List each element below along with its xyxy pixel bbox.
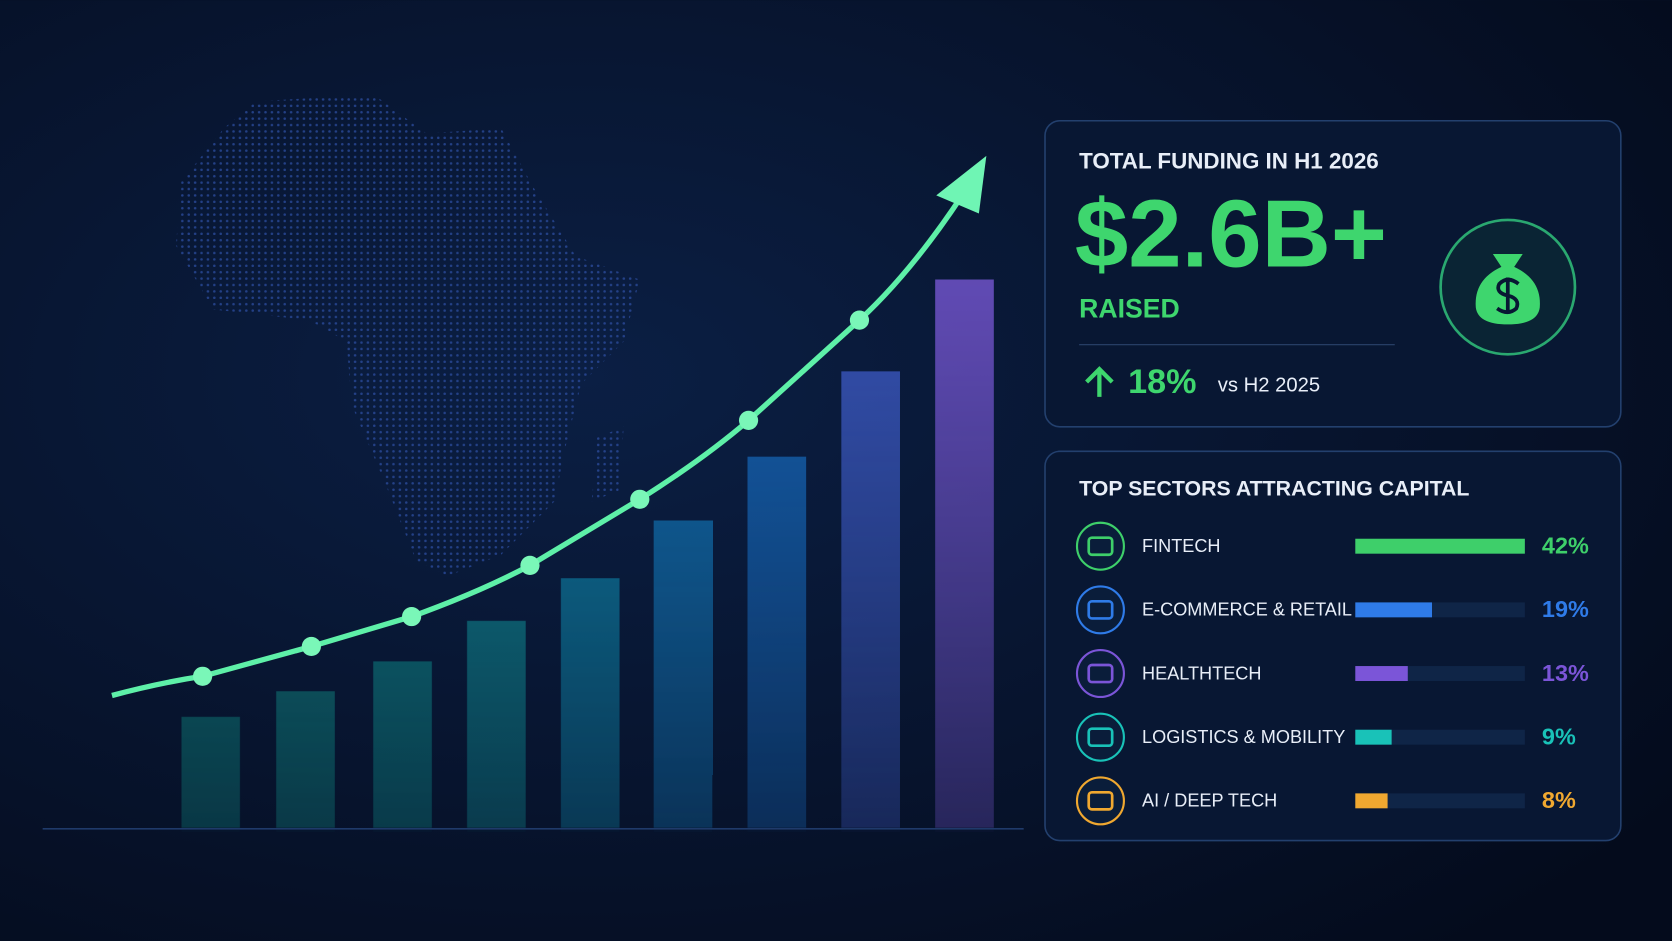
bar-reflection	[181, 829, 240, 905]
bar-reflection	[373, 829, 432, 905]
dollar-sign	[1496, 277, 1520, 315]
bar-reflection	[841, 829, 900, 905]
funding-label: RAISED	[1079, 294, 1180, 324]
sector-value: 13%	[1542, 660, 1589, 686]
sector-bar	[1355, 729, 1392, 745]
curve-point	[630, 489, 650, 509]
sector-value: 19%	[1542, 596, 1589, 622]
sector-name: FINTECH	[1142, 536, 1220, 556]
sector-track	[1355, 729, 1525, 745]
sector-track	[1355, 793, 1525, 809]
sector-icon-glyph	[1087, 600, 1114, 620]
growth-bar	[560, 578, 620, 828]
growth-bar	[841, 371, 900, 828]
sector-name: LOGISTICS & MOBILITY	[1142, 727, 1345, 747]
bar-reflection	[467, 829, 526, 905]
sector-bar	[1355, 538, 1525, 554]
curve-point	[520, 555, 540, 575]
up-arrow	[1085, 366, 1114, 397]
sector-value: 8%	[1542, 787, 1576, 813]
bar-reflection	[653, 829, 713, 905]
madagascar	[591, 426, 624, 502]
sectors-panel	[1044, 450, 1622, 842]
sector-icon	[1075, 585, 1125, 635]
sector-icon	[1075, 649, 1125, 699]
sector-name: HEALTHTECH	[1142, 663, 1261, 683]
sector-icon-glyph	[1087, 727, 1114, 748]
funding-change: 18%	[1128, 363, 1196, 401]
sector-icon-glyph	[1087, 663, 1114, 684]
sector-name: AI / DEEP TECH	[1142, 791, 1277, 811]
curve-point	[193, 666, 213, 686]
curve-point	[738, 410, 759, 430]
sector-value: 9%	[1542, 723, 1576, 749]
sector-icon	[1075, 776, 1125, 826]
growth-bar	[181, 716, 240, 828]
bar-reflection	[560, 829, 620, 905]
growth-bar	[747, 456, 807, 828]
growth-bar	[935, 279, 994, 828]
sector-bar	[1355, 793, 1388, 809]
bar-reflection	[935, 829, 994, 905]
funding-title: TOTAL FUNDING IN H1 2026	[1079, 148, 1379, 173]
sector-name: E-COMMERCE & RETAIL	[1142, 600, 1352, 620]
sector-bar	[1355, 666, 1408, 681]
africa-map	[175, 94, 640, 577]
growth-bar	[467, 620, 526, 828]
curve-points	[193, 310, 870, 686]
curve-point	[301, 636, 321, 657]
growth-bar	[373, 661, 432, 828]
sector-value: 42%	[1542, 532, 1589, 558]
sectors-title: TOP SECTORS ATTRACTING CAPITAL	[1079, 476, 1469, 500]
sector-icon-glyph	[1087, 536, 1114, 557]
sector-icon-glyph	[1087, 790, 1114, 811]
sector-bar	[1355, 602, 1433, 618]
curve-point	[849, 310, 870, 330]
funding-amount: $2.6B+	[1075, 181, 1387, 288]
funding-comparison: vs H2 2025	[1218, 375, 1320, 397]
bar-reflection	[276, 829, 335, 905]
growth-bar	[653, 520, 713, 828]
growth-bar	[276, 691, 335, 828]
growth-bars	[181, 279, 994, 905]
funding-panel	[1044, 119, 1622, 428]
bar-reflection	[747, 829, 807, 905]
curve-point	[402, 606, 422, 627]
sector-icon	[1075, 521, 1125, 571]
sector-icon	[1075, 712, 1125, 762]
growth-arrow	[936, 155, 987, 214]
